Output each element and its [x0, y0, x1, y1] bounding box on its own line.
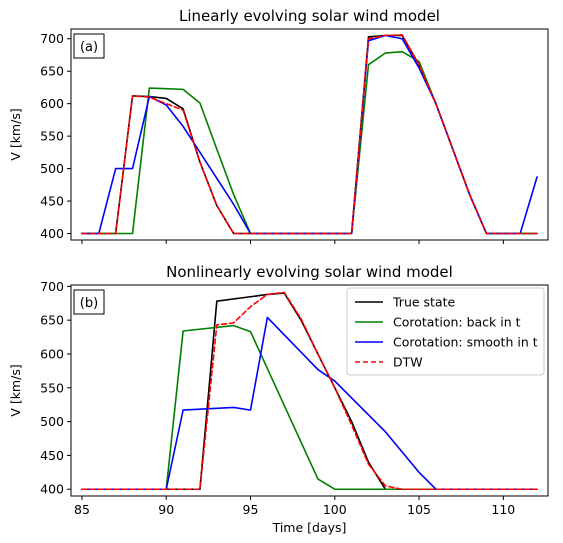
y-tick-label: 550: [40, 129, 64, 144]
legend-label-back: Corotation: back in t: [393, 315, 521, 330]
y-tick-label: 600: [40, 96, 64, 111]
series-line-smooth: [81, 316, 538, 491]
legend: True state Corotation: back in t Corotatio…: [346, 287, 545, 376]
y-tick-label: 600: [40, 346, 64, 361]
series-group: [81, 291, 538, 491]
x-tick-label: 110: [491, 502, 515, 517]
series-line-dtw: [81, 34, 538, 235]
legend-box: [346, 287, 545, 376]
series-line-true: [81, 34, 538, 235]
series-line-smooth: [81, 34, 538, 235]
y-tick-label: 650: [40, 64, 64, 79]
panel-label-box: [73, 289, 105, 315]
panel-label: (a): [80, 40, 98, 55]
y-tick-label: 700: [40, 279, 64, 294]
x-tick-label: 95: [243, 502, 259, 517]
y-axis-label: V [km/s]: [8, 364, 23, 416]
chart-title: Nonlinearly evolving solar wind model: [166, 263, 453, 281]
panel-label: (b): [80, 296, 98, 311]
panel-label-box: [73, 33, 105, 59]
chart-title: Linearly evolving solar wind model: [179, 7, 440, 25]
y-tick-label: 500: [40, 161, 64, 176]
legend-label-dtw: DTW: [393, 355, 423, 370]
y-tick-label: 450: [40, 194, 64, 209]
series-group: [81, 34, 538, 235]
plot-frame: [70, 284, 549, 497]
y-tick-label: 400: [40, 226, 64, 241]
y-tick-label: 700: [40, 31, 64, 46]
y-tick-label: 500: [40, 414, 64, 429]
series-line-back: [81, 324, 538, 491]
y-tick-label: 650: [40, 313, 64, 328]
plot-frame: [70, 28, 549, 241]
x-tick-label: 100: [323, 502, 347, 517]
panel-a: Linearly evolving solar wind model 400 450…: [8, 7, 549, 244]
legend-label-smooth: Corotation: smooth in t: [393, 335, 538, 350]
y-axis-label: V [km/s]: [8, 108, 23, 160]
y-tick-label: 400: [40, 482, 64, 497]
x-tick-label: 85: [74, 502, 90, 517]
series-line-back: [81, 50, 538, 235]
x-axis-label: Time [days]: [272, 520, 347, 535]
series-line-dtw: [81, 291, 538, 491]
panel-b: Nonlinearly evolving solar wind model 85 9…: [8, 263, 549, 535]
x-tick-label: 105: [407, 502, 431, 517]
x-tick-label: 90: [158, 502, 174, 517]
y-tick-label: 550: [40, 380, 64, 395]
legend-label-true: True state: [392, 295, 455, 310]
y-tick-label: 450: [40, 448, 64, 463]
